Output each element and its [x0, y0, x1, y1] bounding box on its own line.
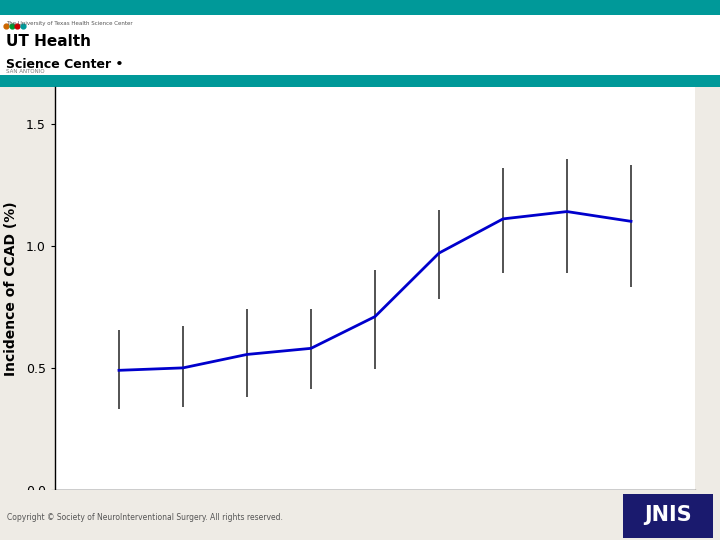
- X-axis label: Time (Years): Time (Years): [321, 521, 429, 535]
- Text: Copyright © Society of NeuroInterventional Surgery. All rights reserved.: Copyright © Society of NeuroIntervention…: [7, 513, 283, 522]
- Bar: [623, 494, 713, 537]
- Text: JNIS: JNIS: [644, 505, 692, 525]
- Text: SAN ANTONIO: SAN ANTONIO: [6, 69, 45, 74]
- Text: The University of Texas Health Science Center: The University of Texas Health Science C…: [6, 21, 132, 26]
- Text: UT Health: UT Health: [6, 34, 91, 49]
- Text: Science Center •: Science Center •: [6, 58, 123, 71]
- Y-axis label: Incidence of CCAD (%): Incidence of CCAD (%): [4, 201, 17, 376]
